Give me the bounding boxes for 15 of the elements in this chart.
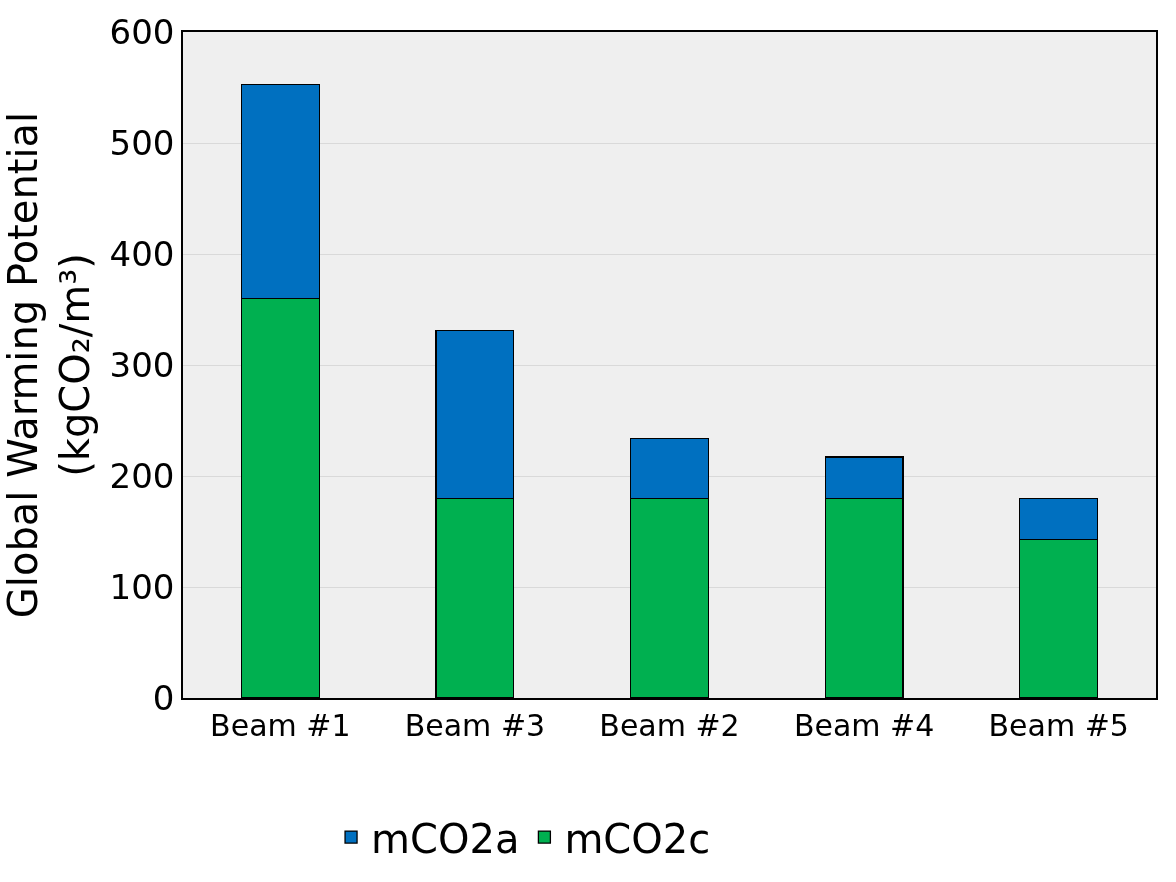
legend-label: mCO2c [564,815,711,862]
x-tick-label: Beam #1 [210,707,351,743]
x-tick-label: Beam #3 [404,707,546,743]
legend-label: mCO2a [371,815,520,862]
y-tick-label: 200 [109,455,175,496]
x-tick-label: Beam #5 [988,707,1129,743]
y-tick-label: 400 [109,233,175,274]
y-tick-label: 100 [109,566,175,607]
y-tick-label: 500 [109,122,175,163]
x-tick-label: Beam #2 [599,707,740,743]
y-tick-label: 300 [109,344,175,385]
y-axis-title: Global Warming Potential (kgCO₂/m³) [0,111,98,619]
x-tick-label: Beam #4 [793,707,935,743]
y-tick-label: 0 [152,677,175,718]
y-tick-label: 600 [109,11,175,52]
